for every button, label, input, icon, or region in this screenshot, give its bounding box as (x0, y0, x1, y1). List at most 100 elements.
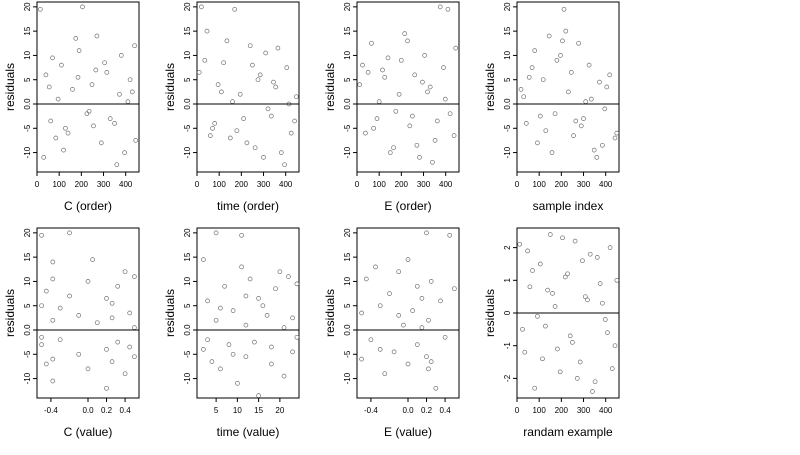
plot-frame (356, 227, 460, 399)
x-axis-label: sample index (533, 199, 604, 213)
data-point (122, 269, 128, 275)
y-tick-label: -10 (183, 372, 192, 384)
x-tick-label: 200 (395, 180, 409, 189)
plot-frame (356, 1, 460, 173)
y-tick-label: -2 (503, 374, 512, 382)
y-tick-label: 15 (343, 252, 352, 261)
data-point (597, 281, 603, 286)
data-point (522, 349, 528, 355)
data-point (117, 91, 122, 97)
data-point (132, 325, 137, 330)
x-tick-label: 0.2 (101, 406, 113, 415)
data-point (235, 381, 240, 386)
data-point (205, 298, 210, 304)
data-point (377, 347, 383, 352)
data-point (547, 232, 553, 237)
data-point (50, 317, 56, 323)
data-point (592, 379, 598, 385)
data-point (57, 305, 63, 311)
y-axis-label: residuals (323, 289, 337, 337)
data-point (219, 89, 224, 95)
data-point (260, 303, 266, 309)
data-point (614, 277, 620, 283)
data-point (363, 276, 369, 282)
x-tick-label: 0 (515, 406, 520, 415)
data-point (391, 349, 397, 355)
y-axis-label: residuals (163, 63, 177, 111)
data-point (428, 359, 434, 364)
data-point (594, 255, 600, 260)
x-tick-label: 400 (439, 180, 453, 189)
data-point (604, 84, 610, 90)
data-point (294, 334, 300, 340)
data-point (594, 155, 600, 160)
data-point (50, 356, 56, 362)
data-point (269, 344, 274, 350)
y-tick-label: 0.0 (343, 324, 352, 336)
data-point (227, 135, 233, 141)
panel-4: 0 100 200 300 400 -10 -5 0.0 5 10 15 20 sample index… (483, 1, 620, 213)
data-point (562, 274, 568, 280)
data-point (48, 118, 54, 124)
plot-frame (516, 1, 620, 173)
data-point (545, 287, 550, 293)
data-point (230, 99, 235, 104)
data-point (451, 133, 457, 138)
x-axis-label: C (order) (64, 199, 112, 213)
data-point (414, 142, 420, 148)
data-point (359, 356, 364, 362)
data-point (76, 48, 82, 53)
data-point (112, 121, 117, 126)
data-point (369, 40, 374, 46)
y-tick-label: -5 (23, 124, 32, 132)
data-point (98, 140, 104, 146)
x-axis-label: E (order) (384, 199, 431, 213)
data-point (132, 274, 137, 279)
y-tick-label: -1 (503, 342, 512, 350)
data-point (94, 33, 100, 39)
x-tick-label: 15 (254, 406, 263, 415)
x-axis-label: time (value) (217, 425, 280, 439)
x-tick-label: 300 (577, 180, 591, 189)
data-point (133, 138, 139, 143)
data-point (368, 337, 374, 343)
plot-frame (196, 227, 300, 399)
data-point (90, 257, 95, 262)
data-point (241, 116, 246, 121)
y-axis-label: residuals (3, 289, 17, 337)
data-point (414, 342, 420, 347)
x-tick-label: 400 (599, 406, 613, 415)
data-point (566, 89, 571, 95)
data-point (552, 111, 558, 117)
data-point (243, 293, 249, 299)
data-point (432, 138, 438, 143)
data-point (387, 150, 393, 155)
data-point (127, 310, 133, 316)
y-tick-label: 5 (503, 77, 512, 82)
data-point (382, 371, 388, 377)
data-point (597, 79, 602, 85)
data-point (602, 106, 608, 112)
x-tick-label: 0.4 (440, 406, 452, 415)
y-tick-label: -5 (343, 350, 352, 358)
data-point (127, 77, 133, 83)
y-tick-label: 20 (503, 2, 512, 11)
data-point (401, 322, 406, 328)
data-point (377, 303, 383, 309)
x-tick-label: 200 (555, 406, 569, 415)
data-point (132, 354, 137, 360)
data-point (371, 125, 376, 131)
y-tick-label: 5 (343, 77, 352, 82)
data-point (434, 118, 440, 124)
x-tick-label: 100 (212, 180, 226, 189)
data-point (607, 72, 613, 78)
data-point (93, 67, 99, 73)
data-point (405, 361, 411, 367)
data-point (445, 6, 451, 12)
plot-frame (36, 1, 140, 173)
x-tick-label: 0 (35, 180, 40, 189)
data-point (410, 113, 415, 119)
data-point (442, 334, 448, 340)
